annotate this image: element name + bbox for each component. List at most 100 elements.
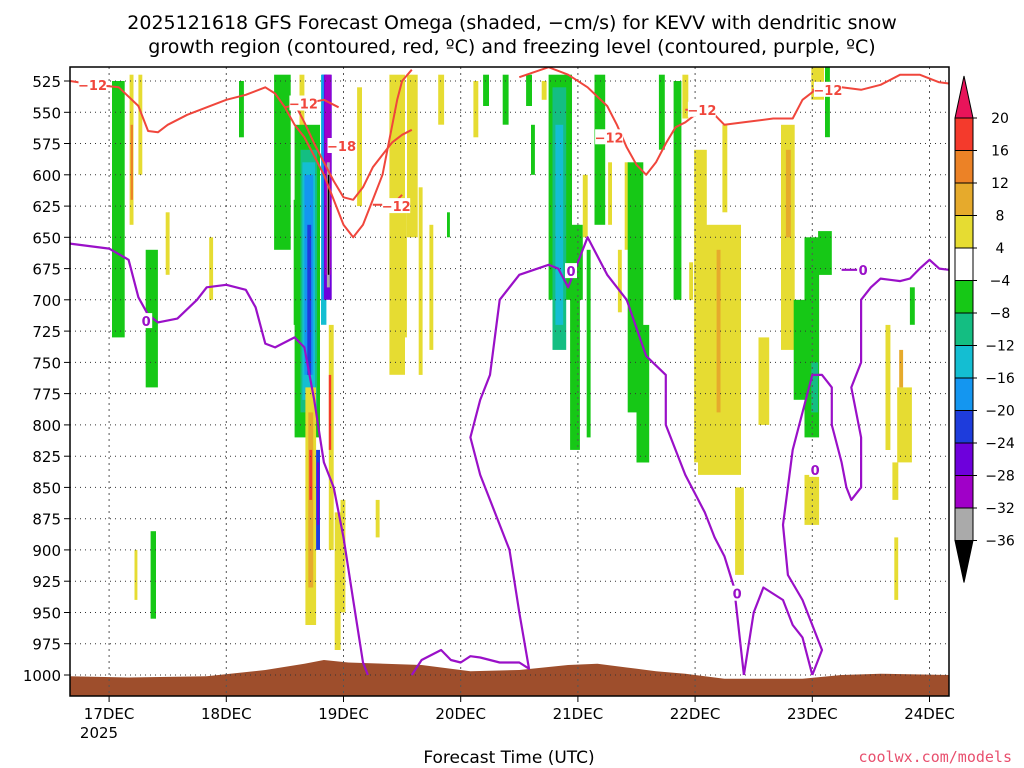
chart-title-line1: 2025121618 GFS Forecast Omega (shaded, −… (127, 12, 896, 34)
omega-area-39 (418, 187, 423, 375)
red-label-bg-0 (78, 76, 107, 92)
omega-area-65 (689, 262, 694, 300)
purple-label-bg-1 (565, 263, 577, 279)
y-axis: 525 550 575 600 625 650 675 700 725 750 775 800 825 8… (23, 73, 70, 685)
y-tick-label-975: 975 (32, 636, 61, 654)
omega-area-70 (722, 124, 728, 213)
y-tick-label-950: 950 (32, 605, 61, 623)
purple-label-bg-4 (857, 261, 870, 277)
colorbar-label-8: −16 (985, 371, 1015, 387)
colorbar-label-0: 20 (991, 111, 1009, 127)
colorbar-label-9: −20 (985, 404, 1015, 420)
omega-area-53 (577, 224, 583, 300)
omega-area-83 (897, 387, 912, 463)
omega-area-4 (138, 74, 143, 175)
x-tick-label-6: 23DEC (787, 705, 838, 723)
colorbar-swatch-11 (954, 475, 974, 509)
omega-area-45 (502, 74, 509, 125)
contour-labels: −12 −18 −12 −12 −12 −12 −12 0 0 0 0 0 (78, 76, 870, 603)
omega-area-30 (328, 324, 334, 550)
omega-area-81 (885, 324, 891, 450)
omega-area-19 (308, 412, 314, 588)
y-tick-label-675: 675 (32, 261, 61, 279)
colorbar-swatch-7 (954, 345, 974, 379)
colorbar-label-3: 8 (996, 209, 1005, 225)
red-label-bg-6 (813, 81, 842, 97)
x-tick-label-5: 22DEC (670, 705, 721, 723)
colorbar-swatch-9 (954, 410, 974, 444)
credit-text: coolwx.com/models (858, 748, 1012, 766)
omega-area-71 (758, 337, 770, 425)
omega-area-33 (340, 499, 346, 613)
colorbar-swatch-8 (954, 377, 974, 411)
x-tick-label-1: 18DEC (201, 705, 252, 723)
x-tick-label-2: 19DEC (318, 705, 369, 723)
omega-area-48 (541, 81, 547, 100)
colorbar-swatch-3 (954, 215, 974, 249)
y-tick-label-575: 575 (32, 136, 61, 154)
red-contour-label-1: −18 (327, 140, 356, 155)
omega-area-9 (209, 237, 214, 300)
ground-surface (70, 660, 949, 696)
red-contour-label-3: −12 (382, 200, 411, 215)
colorbar-swatch-12 (954, 507, 974, 541)
colorbar-label-12: −32 (985, 501, 1015, 517)
y-tick-label-775: 775 (32, 386, 61, 404)
omega-area-5 (134, 549, 138, 600)
omega-area-0 (112, 81, 125, 338)
omega-area-7 (165, 212, 170, 275)
omega-area-63 (673, 81, 682, 300)
omega-area-62 (658, 74, 665, 150)
purple-label-bg-2 (731, 585, 744, 601)
x-tick-label-0: 17DEC (84, 705, 135, 723)
omega-area-6 (130, 124, 133, 200)
red-contour-label-4: −12 (595, 131, 624, 146)
red-label-bg-4 (595, 129, 624, 145)
omega-area-73 (785, 149, 791, 238)
x-tick-label-4: 21DEC (553, 705, 604, 723)
red-contour-label-5: −12 (687, 104, 716, 119)
red-contour-4 (518, 67, 949, 176)
colorbar-swatch-4 (954, 247, 974, 281)
colorbar-label-10: −24 (985, 436, 1015, 452)
y-tick-label-600: 600 (32, 167, 61, 185)
omega-area-10 (274, 74, 291, 250)
colorbar-label-2: 12 (991, 176, 1009, 192)
omega-area-58 (617, 249, 622, 313)
omega-area-42 (447, 212, 450, 238)
omega-area-31 (328, 374, 332, 450)
chart-title-line2: growth region (contoured, red, ºC) and f… (148, 36, 875, 58)
omega-area-85 (894, 537, 899, 600)
omega-area-50 (570, 224, 580, 450)
omega-area-84 (899, 349, 904, 388)
omega-area-69 (735, 487, 744, 575)
omega-area-72 (781, 124, 795, 350)
y-tick-label-625: 625 (32, 198, 61, 216)
purple-contour-3 (781, 258, 949, 676)
purple-contour-1 (410, 236, 745, 676)
omega-area-86 (909, 287, 915, 325)
y-tick-label-875: 875 (32, 511, 61, 529)
colorbar-label-6: −8 (990, 306, 1011, 322)
red-contour-label-2: −12 (289, 98, 318, 113)
colorbar-bottom-arrow (954, 540, 974, 583)
omega-area-17 (307, 224, 312, 375)
omega-area-27 (327, 174, 330, 275)
omega-area-80 (825, 67, 830, 138)
omega-area-59 (624, 162, 629, 250)
omega-area-52 (555, 124, 564, 325)
omega-area-2 (150, 531, 156, 619)
omega-area-34 (357, 87, 362, 207)
purple-contour-0 (70, 242, 369, 676)
omega-area-8 (239, 81, 244, 138)
omega-area-57 (608, 162, 612, 225)
omega-area-23 (322, 74, 326, 300)
y-tick-label-1000: 1000 (23, 667, 61, 685)
purple-contour-label-2: 0 (733, 588, 742, 603)
omega-area-55 (586, 249, 591, 438)
red-contour-label-0: −12 (78, 79, 107, 94)
purple-label-bg-3 (809, 461, 822, 477)
colorbar: 20 16 12 8 4 −4 −8 −12 −16 −20 −24 −28 −32 −36 (954, 75, 1015, 583)
omega-shading (112, 67, 915, 650)
